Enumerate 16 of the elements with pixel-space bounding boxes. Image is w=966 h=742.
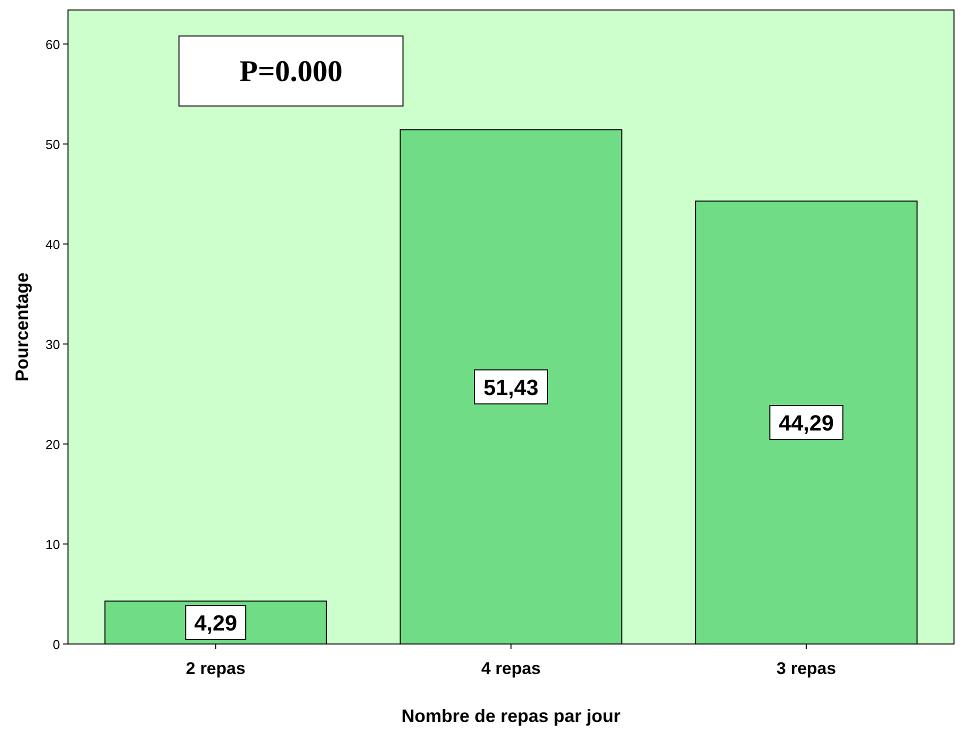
data-label: 44,29 xyxy=(778,410,834,436)
y-tick-label: 50 xyxy=(46,137,60,152)
y-tick-label: 20 xyxy=(46,437,60,452)
y-tick-label: 60 xyxy=(46,37,60,52)
x-tick-label: 2 repas xyxy=(186,659,246,678)
y-tick-label: 10 xyxy=(46,537,60,552)
y-tick-label: 40 xyxy=(46,237,60,252)
x-axis-title: Nombre de repas par jour xyxy=(401,706,621,726)
y-axis-title: Pourcentage xyxy=(12,272,32,382)
data-label: 4,29 xyxy=(194,610,238,636)
data-label: 51,43 xyxy=(483,374,539,400)
x-tick-label: 4 repas xyxy=(481,659,541,678)
y-tick-label: 0 xyxy=(52,637,60,652)
y-tick-label: 30 xyxy=(46,337,60,352)
x-tick-label: 3 repas xyxy=(776,659,836,678)
annotation: P=0.000 xyxy=(240,55,342,88)
